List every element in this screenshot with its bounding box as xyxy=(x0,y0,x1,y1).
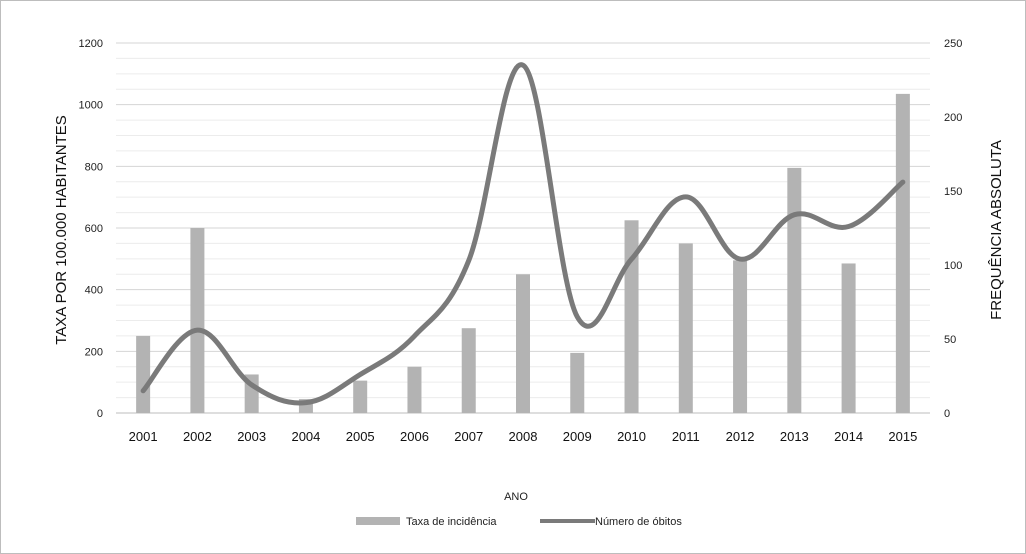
x-tick-label: 2004 xyxy=(291,429,320,444)
y-tick-label: 1200 xyxy=(79,38,103,50)
bar xyxy=(190,228,205,413)
bar xyxy=(678,243,693,413)
x-tick-label: 2003 xyxy=(237,429,266,444)
x-tick-label: 2001 xyxy=(129,429,158,444)
legend-swatch-bar xyxy=(356,517,400,525)
bar xyxy=(895,93,910,413)
right-axis-title: FREQUÊNCIA ABSOLUTA xyxy=(988,140,1005,320)
x-tick-label: 2005 xyxy=(346,429,375,444)
x-tick-label: 2006 xyxy=(400,429,429,444)
y-tick-label: 1000 xyxy=(79,100,103,112)
x-tick-label: 2012 xyxy=(726,429,755,444)
x-tick-label: 2014 xyxy=(834,429,863,444)
y2-tick-label: 50 xyxy=(944,334,956,346)
y-tick-label: 800 xyxy=(85,161,103,173)
left-axis-ticks: 0 200 400 600 800 1000 1200 xyxy=(79,38,103,420)
x-tick-label: 2010 xyxy=(617,429,646,444)
bar xyxy=(841,263,856,413)
y2-tick-label: 150 xyxy=(944,186,962,198)
bar xyxy=(516,274,530,413)
y-tick-label: 0 xyxy=(97,408,103,420)
y-tick-label: 200 xyxy=(85,346,103,358)
x-tick-label: 2009 xyxy=(563,429,592,444)
legend-label-line: Número de óbitos xyxy=(595,516,682,528)
bar xyxy=(733,260,748,413)
y2-tick-label: 200 xyxy=(944,112,962,124)
x-axis-ticks: 2001 2002 2003 2004 2005 2006 2007 2008 2009 2010… xyxy=(129,429,918,444)
x-tick-label: 2008 xyxy=(509,429,538,444)
bar-series xyxy=(136,93,910,413)
y2-tick-label: 250 xyxy=(944,38,962,50)
x-tick-label: 2013 xyxy=(780,429,809,444)
bar xyxy=(407,366,422,413)
line-series xyxy=(140,62,906,406)
y2-tick-label: 0 xyxy=(944,408,950,420)
bar xyxy=(624,220,639,413)
x-tick-label: 2015 xyxy=(888,429,917,444)
x-axis-title: ANO xyxy=(504,491,528,503)
x-tick-label: 2011 xyxy=(672,429,700,444)
x-tick-label: 2007 xyxy=(454,429,483,444)
y2-tick-label: 100 xyxy=(944,260,962,272)
left-axis-title: TAXA POR 100.000 HABITANTES xyxy=(53,115,70,345)
legend: Taxa de incidência Número de óbitos xyxy=(356,516,682,528)
bar xyxy=(570,352,585,413)
bar xyxy=(353,380,368,413)
right-axis-ticks: 0 50 100 150 200 250 xyxy=(944,38,962,420)
y-tick-label: 600 xyxy=(85,223,103,235)
legend-label-bar: Taxa de incidência xyxy=(406,516,497,528)
bar xyxy=(461,328,476,413)
x-tick-label: 2002 xyxy=(183,429,212,444)
bar xyxy=(787,167,802,413)
y-tick-label: 400 xyxy=(85,285,103,297)
bar xyxy=(136,335,151,413)
line-path xyxy=(140,62,906,406)
